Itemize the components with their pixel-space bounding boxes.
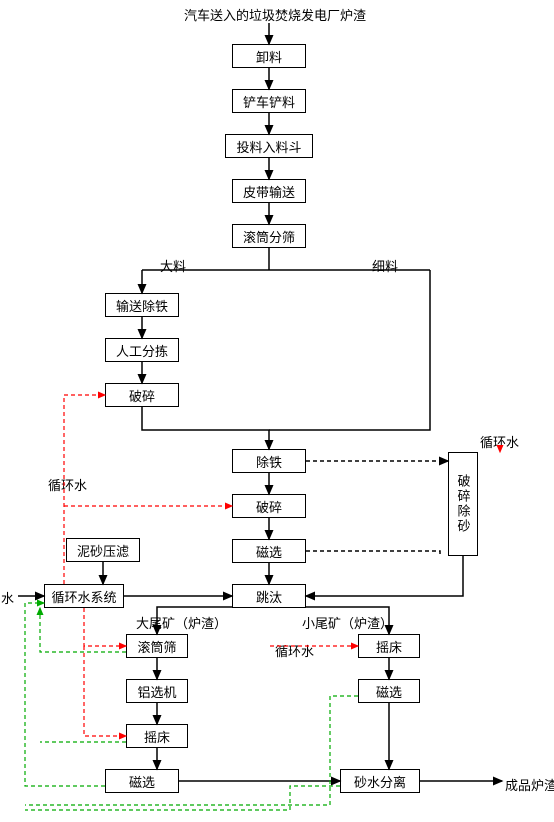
node-sand-sep: 砂水分离 [340,769,420,793]
node-shaker-r: 摇床 [358,634,420,658]
label-rec-top: 循环水 [480,432,519,451]
node-manual: 人工分拣 [105,338,179,362]
node-recycle-sys: 循环水系统 [44,584,124,608]
node-crush-b: 破碎 [232,494,306,518]
label-rec-mid: 循环水 [275,641,314,660]
node-magsel-r: 磁选 [358,679,420,703]
node-drum-sieve: 滚筒分筛 [232,224,306,248]
label-small-tail: 小尾矿（炉渣） [302,613,393,632]
node-feed: 投料入料斗 [225,134,313,158]
label-big: 大料 [160,256,186,275]
title-label: 汽车送入的垃圾焚烧发电厂炉渣 [175,5,375,24]
node-shovel: 铲车铲料 [232,89,306,113]
label-rec-left: 循环水 [48,475,87,494]
node-unload: 卸料 [232,44,306,68]
node-drum-screen2: 滚筒筛 [126,634,188,658]
node-shaker-l: 摇床 [126,724,188,748]
node-crush-a: 破碎 [105,383,179,407]
node-jig: 跳汰 [232,584,306,608]
node-magsel: 磁选 [232,539,306,563]
node-al-sel: 铝选机 [126,679,188,703]
flow-lines [0,0,554,822]
label-water: 水 [1,588,14,607]
label-product: 成品炉渣 [505,775,554,794]
node-magsel-l: 磁选 [105,769,179,793]
label-small: 细料 [372,256,398,275]
node-belt: 皮带输送 [232,179,306,203]
label-big-tail: 大尾矿（炉渣） [136,613,227,632]
node-mud-press: 泥砂压滤 [66,538,140,562]
node-deiron-b: 除铁 [232,449,306,473]
node-crush-desand: 破碎除砂 [448,452,478,556]
node-conv-deiron-a: 输送除铁 [105,293,179,317]
